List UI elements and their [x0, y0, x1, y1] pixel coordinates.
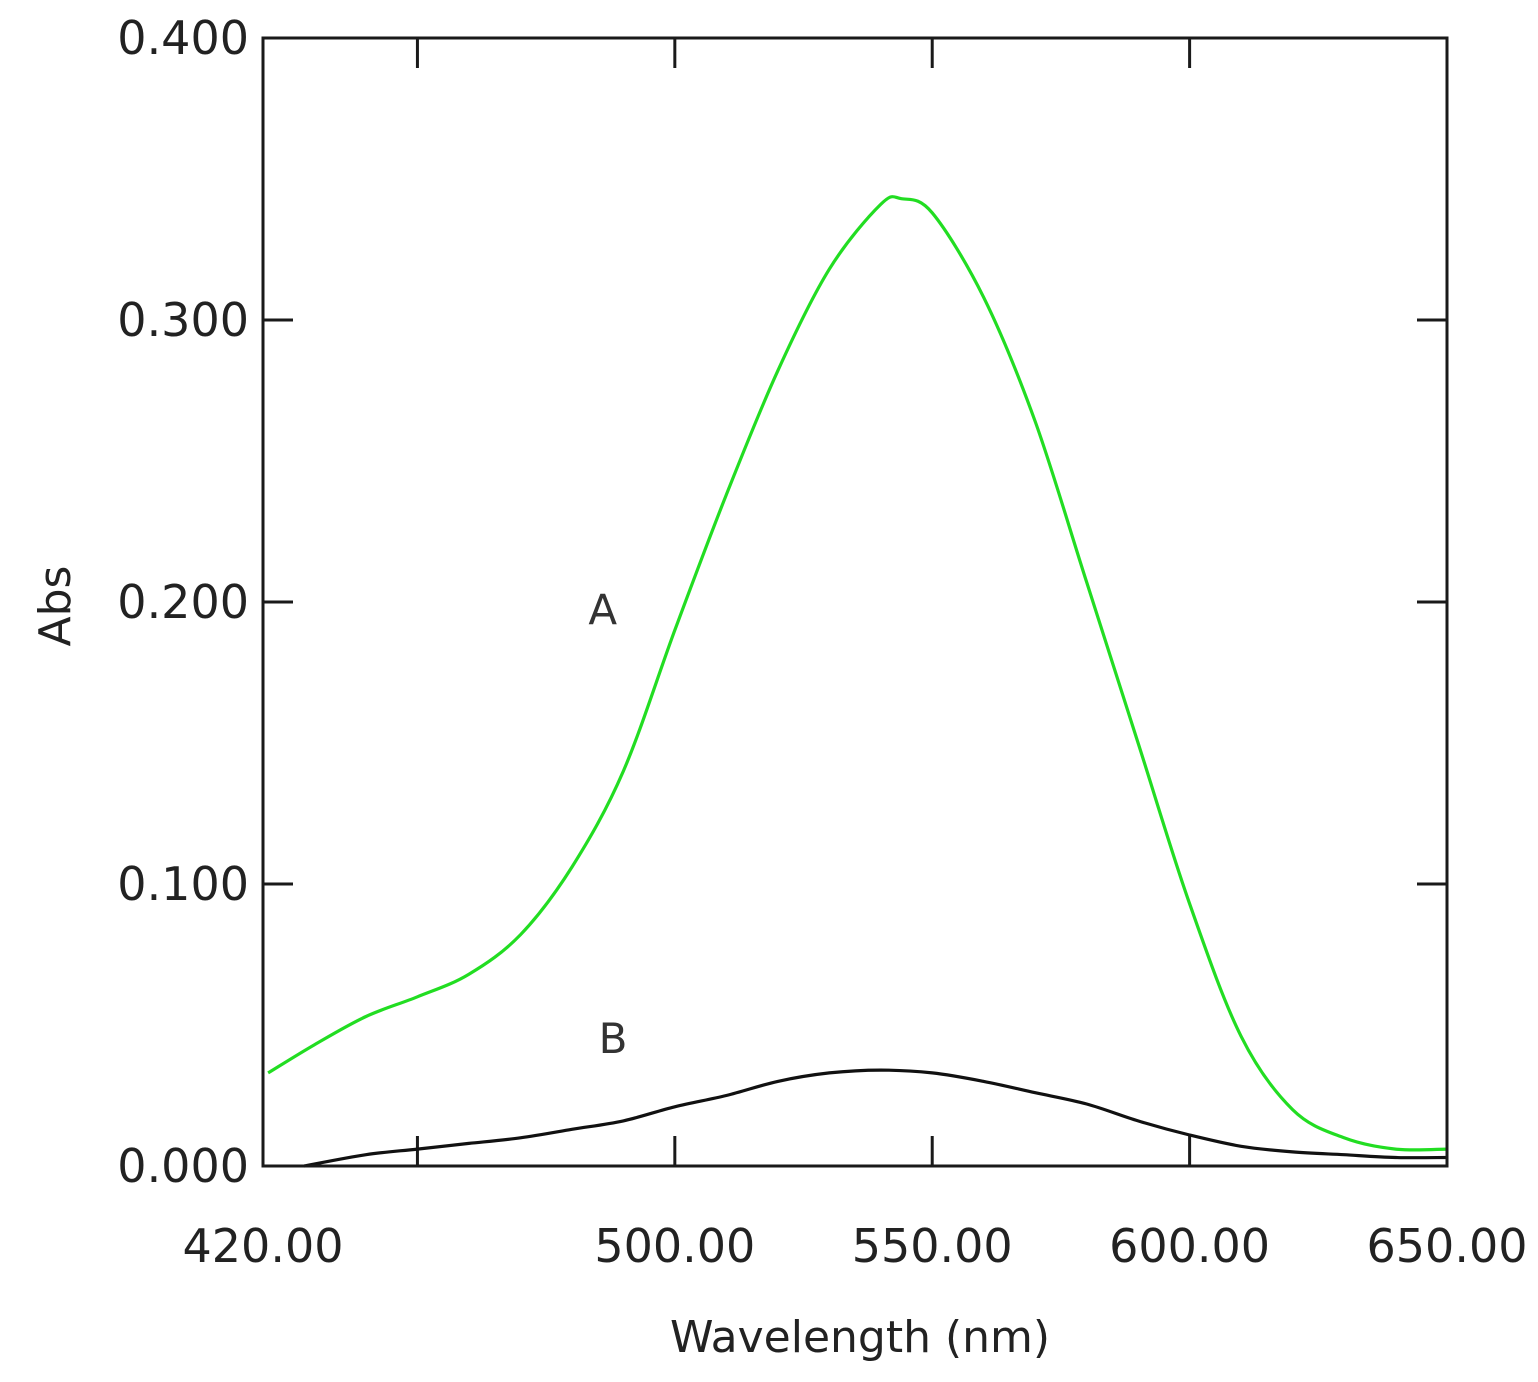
x-tick-label: 500.00 — [594, 1219, 755, 1273]
x-tick-label: 650.00 — [1367, 1219, 1528, 1273]
y-tick-label: 0.300 — [117, 293, 249, 347]
axis-ticks — [263, 38, 1447, 1166]
series-lines — [267, 195, 1448, 1168]
series-label-a: A — [588, 586, 617, 635]
x-tick-label: 600.00 — [1109, 1219, 1270, 1273]
series-label-b: B — [599, 1014, 628, 1063]
x-tick-labels: 420.00 500.00 550.00 600.00 650.00 — [183, 1219, 1528, 1273]
series-line-b — [303, 1068, 1448, 1168]
x-axis-title: Wavelength (nm) — [670, 1312, 1050, 1363]
y-tick-label: 0.200 — [117, 575, 249, 629]
y-tick-label: 0.000 — [117, 1139, 249, 1193]
y-axis-title: Abs — [30, 566, 81, 647]
x-tick-label: 550.00 — [852, 1219, 1013, 1273]
y-tick-label: 0.400 — [117, 11, 249, 65]
series-labels: AB — [588, 586, 627, 1064]
x-tick-label: 420.00 — [183, 1219, 344, 1273]
y-tick-label: 0.100 — [117, 857, 249, 911]
plot-frame — [261, 36, 1449, 1168]
series-line-a — [267, 195, 1448, 1152]
y-tick-labels: 0.000 0.100 0.200 0.300 0.400 — [117, 11, 249, 1193]
